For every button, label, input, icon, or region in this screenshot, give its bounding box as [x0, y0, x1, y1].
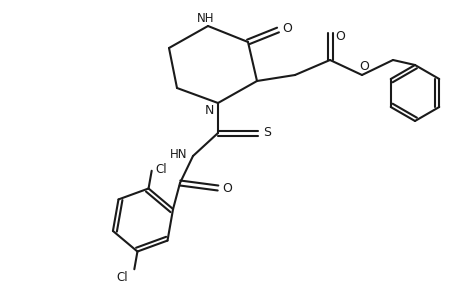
- Text: O: O: [359, 60, 369, 73]
- Text: Cl: Cl: [156, 163, 167, 176]
- Text: S: S: [263, 126, 271, 139]
- Text: O: O: [222, 183, 232, 196]
- Text: HN: HN: [170, 149, 188, 162]
- Text: Cl: Cl: [116, 271, 128, 284]
- Text: O: O: [282, 22, 292, 35]
- Text: NH: NH: [197, 12, 215, 24]
- Text: N: N: [204, 103, 214, 117]
- Text: O: O: [335, 29, 345, 43]
